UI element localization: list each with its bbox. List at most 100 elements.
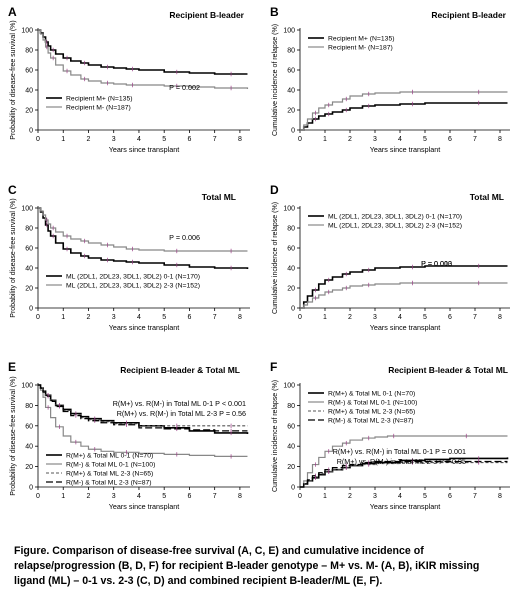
x-tick-label: 8 — [498, 136, 502, 143]
y-tick-label: 60 — [25, 246, 33, 253]
y-tick-label: 0 — [291, 485, 295, 492]
y-axis-label: Probability of disease-free survival (%) — [10, 20, 17, 139]
panel-letter: E — [8, 360, 16, 374]
x-tick-label: 0 — [298, 493, 302, 500]
panel-letter: B — [270, 5, 279, 19]
x-tick-label: 4 — [398, 493, 402, 500]
x-tick-label: 4 — [398, 314, 402, 321]
y-tick-label: 60 — [25, 423, 33, 430]
panel-title: Recipient B-leader & Total ML — [388, 365, 508, 375]
panel-b: B Recipient B-leader 0 20 40 60 80 100 0 1 2 3 4 5 6 7 8… — [270, 5, 510, 268]
y-axis-label: Cumulative incidence of relapse (%) — [272, 380, 279, 492]
series-line — [300, 461, 508, 488]
x-tick-label: 7 — [213, 314, 217, 321]
x-tick-label: 1 — [61, 136, 65, 143]
legend: ML (2DL1, 2DL23, 3DL1, 3DL2) 0-1 (N=170)… — [308, 214, 462, 230]
y-axis-label: Cumulative incidence of relapse (%) — [272, 202, 279, 314]
x-tick-label: 8 — [498, 493, 502, 500]
legend-label: R(M+) & Total ML 0-1 (N=70) — [328, 391, 415, 398]
y-tick-label: 60 — [287, 68, 295, 75]
x-tick-label: 2 — [348, 493, 352, 500]
legend-label: R(M-) & Total ML 0-1 (N=100) — [328, 400, 417, 407]
legend-label: Recipient M+ (N=135) — [328, 36, 395, 43]
y-tick-label: 20 — [25, 286, 33, 293]
x-tick-label: 8 — [238, 136, 242, 143]
x-axis-label: Years since transplant — [109, 323, 179, 332]
x-tick-label: 3 — [373, 136, 377, 143]
x-tick-label: 0 — [36, 136, 40, 143]
x-tick-label: 2 — [348, 136, 352, 143]
x-tick-label: 7 — [473, 314, 477, 321]
legend: R(M+) & Total ML 0-1 (N=70) R(M-) & Total… — [46, 453, 155, 487]
y-tick-label: 20 — [287, 108, 295, 115]
x-tick-label: 4 — [137, 136, 141, 143]
y-tick-label: 60 — [287, 246, 295, 253]
x-tick-label: 3 — [112, 314, 116, 321]
y-tick-label: 20 — [287, 464, 295, 471]
series-line — [300, 91, 508, 131]
panel-letter: C — [8, 183, 17, 197]
p-value-annotation: P = 0.010 — [421, 259, 452, 268]
y-tick-label: 100 — [21, 28, 33, 35]
series-line — [38, 384, 248, 432]
y-tick-label: 100 — [21, 383, 33, 390]
legend-label: R(M-) & Total ML 0-1 (N=100) — [66, 462, 155, 469]
x-tick-label: 2 — [348, 314, 352, 321]
y-tick-label: 20 — [25, 108, 33, 115]
y-tick-label: 80 — [287, 48, 295, 55]
x-tick-label: 0 — [298, 136, 302, 143]
panel-a: A Recipient B-leader 0 20 40 60 80 100 0 1 2 3 4 5 6 7 8… — [8, 5, 250, 154]
x-tick-label: 5 — [423, 314, 427, 321]
x-tick-label: 4 — [137, 493, 141, 500]
series-line — [38, 29, 249, 89]
series-line — [300, 282, 508, 309]
figure-caption: Figure. Comparison of disease-free survi… — [14, 545, 480, 587]
x-tick-label: 3 — [112, 493, 116, 500]
y-tick-label: 0 — [29, 128, 33, 135]
x-tick-label: 1 — [323, 136, 327, 143]
legend-label: Recipient M- (N=187) — [328, 45, 393, 52]
x-tick-label: 1 — [61, 493, 65, 500]
x-axis-label: Years since transplant — [370, 502, 440, 511]
y-tick-label: 80 — [287, 226, 295, 233]
x-tick-label: 6 — [448, 136, 452, 143]
x-tick-label: 2 — [87, 136, 91, 143]
x-tick-label: 0 — [36, 314, 40, 321]
y-tick-label: 60 — [25, 68, 33, 75]
y-tick-label: 0 — [29, 485, 33, 492]
legend-label: Recipient M- (N=187) — [66, 105, 131, 112]
legend-label: R(M+) & Total ML 2-3 (N=65) — [328, 409, 415, 416]
y-tick-label: 80 — [25, 226, 33, 233]
p-value-annotation: P = 0.003 — [421, 259, 452, 268]
y-axis-label: Probability of disease-free survival (%) — [10, 376, 17, 495]
legend-label: ML (2DL1, 2DL23, 3DL1, 3DL2) 2-3 (N=152) — [66, 283, 200, 290]
y-tick-label: 40 — [25, 444, 33, 451]
panel-letter: F — [270, 360, 277, 374]
legend-label: R(M+) & Total ML 0-1 (N=70) — [66, 453, 153, 460]
y-tick-label: 60 — [287, 423, 295, 430]
legend-label: R(M-) & Total ML 2-3 (N=87) — [66, 480, 152, 487]
x-tick-label: 7 — [213, 136, 217, 143]
y-tick-label: 20 — [287, 286, 295, 293]
x-tick-label: 6 — [448, 493, 452, 500]
series-line — [38, 384, 248, 457]
y-tick-label: 100 — [283, 28, 295, 35]
legend: Recipient M+ (N=135) Recipient M- (N=187) — [308, 36, 395, 52]
x-tick-label: 5 — [162, 314, 166, 321]
x-tick-label: 1 — [61, 314, 65, 321]
panel-d: D Total ML 0 20 40 60 80 100 0 1 2 3 4 5 6 7 8 Years sinc… — [270, 183, 510, 332]
p-value-annotation: R(M+) vs. R(M-) in Total ML 0-1 P < 0.00… — [113, 399, 246, 408]
p-value-annotation: P = 0.002 — [169, 83, 200, 92]
x-tick-label: 7 — [213, 493, 217, 500]
x-tick-label: 0 — [298, 314, 302, 321]
legend: Recipient M+ (N=135) Recipient M- (N=187) — [46, 96, 133, 112]
series-line — [38, 207, 249, 269]
p-value-annotation: R(M+) vs. R(M-) in Total ML 0-1 P = 0.00… — [333, 447, 466, 456]
p-value-annotation: P = 0.006 — [169, 233, 200, 242]
x-tick-label: 2 — [87, 314, 91, 321]
panel-f: F Recipient B-leader & Total ML0204060801… — [270, 360, 510, 511]
x-tick-label: 4 — [137, 314, 141, 321]
x-axis-label: Years since transplant — [109, 145, 179, 154]
panel-title: Recipient B-leader — [431, 10, 506, 20]
panel-e: E Recipient B-leader & Total ML0204060801… — [8, 360, 250, 511]
